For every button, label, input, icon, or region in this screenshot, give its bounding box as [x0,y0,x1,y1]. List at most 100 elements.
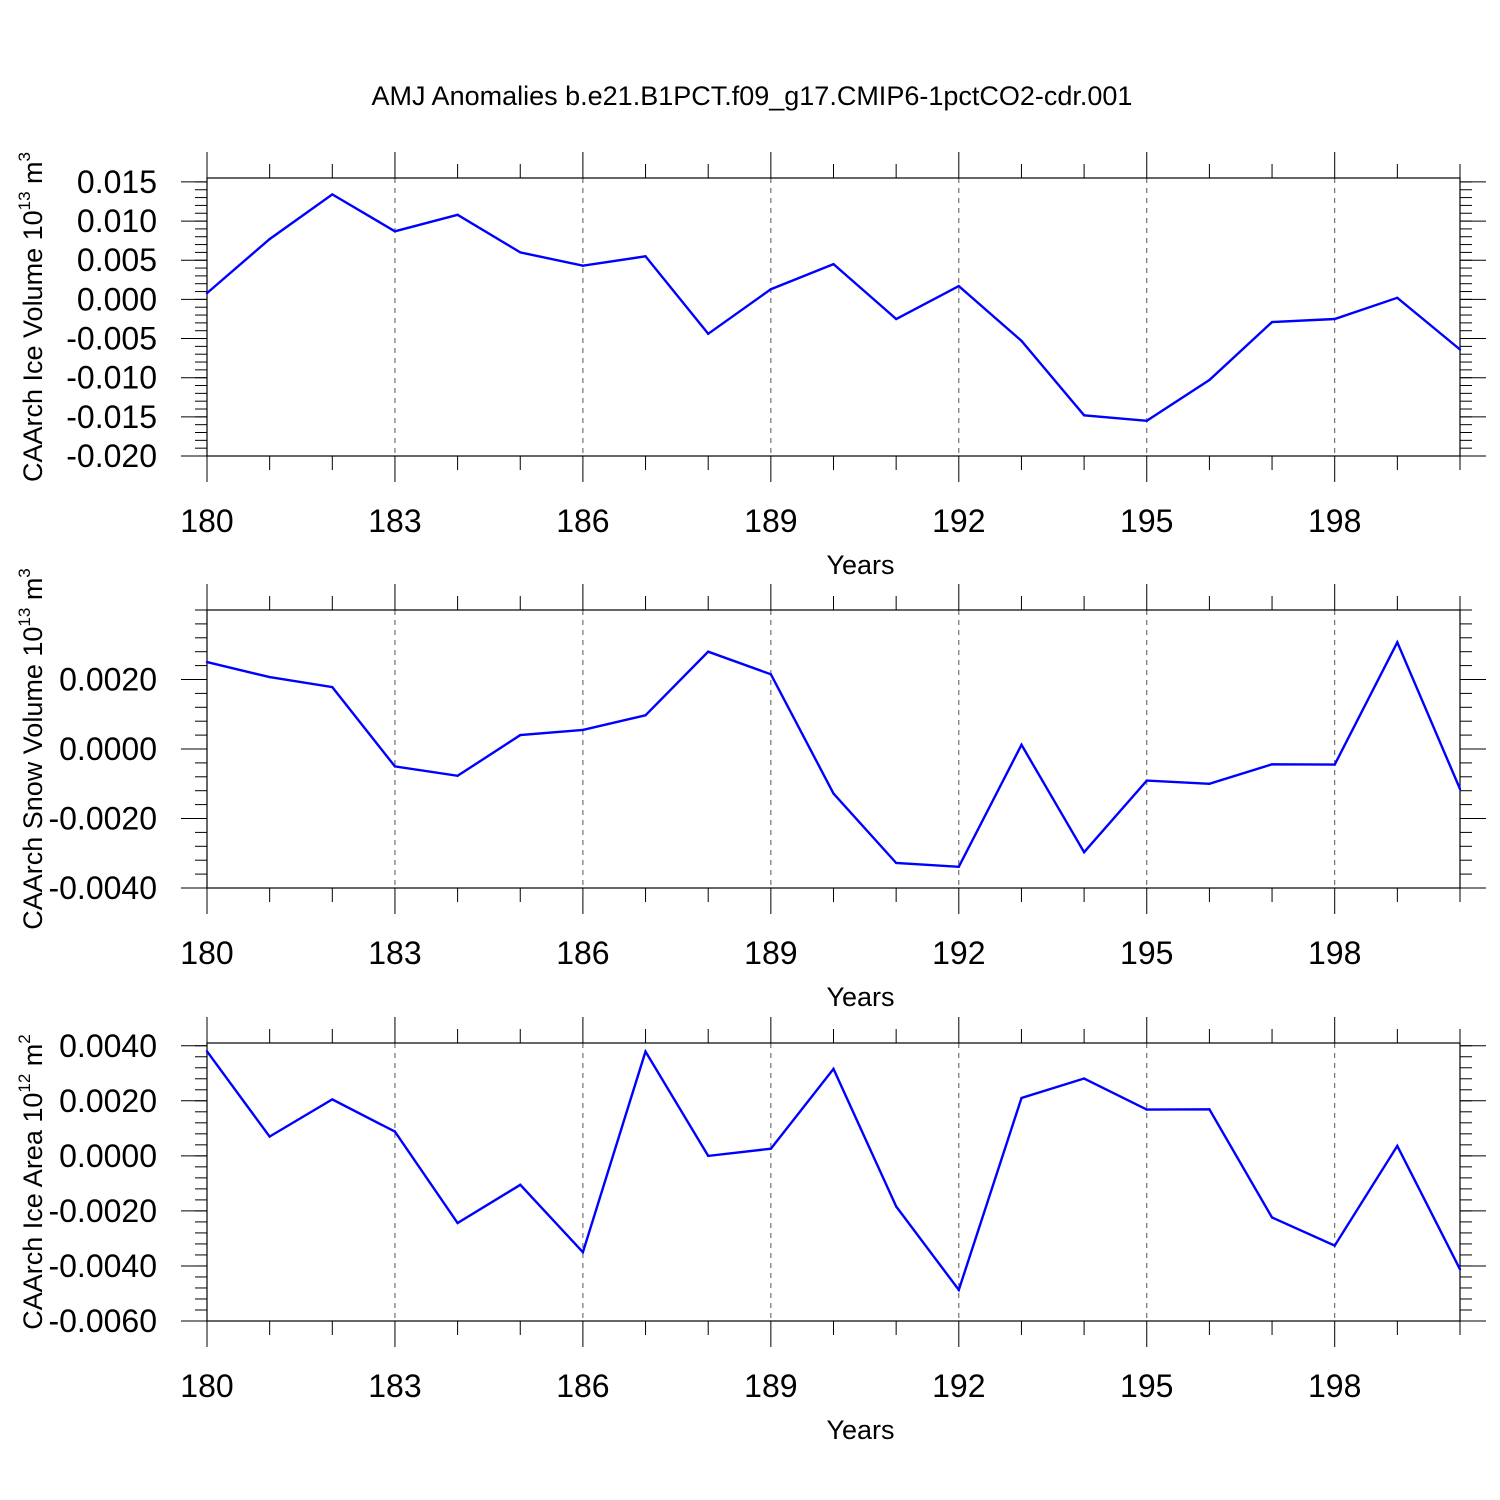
x-tick-label: 183 [368,935,421,971]
data-point [1082,851,1086,854]
data-point [894,861,898,865]
data-point [1020,339,1023,343]
data-point [707,650,710,653]
y-tick-label: -0.0060 [48,1303,157,1339]
data-point [1145,779,1148,782]
data-point [519,251,522,254]
data-point [331,193,334,196]
data-point [1333,763,1336,766]
data-point [331,1098,334,1101]
x-tick-label: 180 [180,935,233,971]
y-axis-label: CAArch Ice Area 1012 m2 [15,1034,48,1330]
data-point [769,673,773,676]
data-point [1333,1244,1336,1247]
data-point [268,237,271,241]
data-point [331,685,334,689]
data-point [205,291,209,295]
data-point [957,284,960,288]
data-point [393,765,397,768]
y-tick-label: -0.005 [66,321,157,357]
data-point [707,1154,710,1158]
x-tick-label: 195 [1120,503,1173,539]
x-axis-label: Years [826,982,894,1012]
y-tick-label: -0.020 [66,438,157,474]
y-tick-label: -0.010 [66,360,157,396]
x-tick-label: 192 [932,935,985,971]
data-point [1396,296,1399,300]
y-axis-label: CAArch Ice Volume 1013 m3 [15,152,48,482]
data-point [205,660,209,664]
data-point [894,317,898,321]
y-tick-label: 0.000 [77,281,157,317]
y-tick-label: -0.0020 [48,801,157,837]
x-tick-label: 186 [556,1368,609,1404]
data-point [644,714,647,717]
y-tick-label: 0.0040 [59,1028,157,1064]
data-point [644,255,647,258]
y-tick-label: 0.010 [77,203,157,239]
x-tick-label: 198 [1308,935,1361,971]
x-tick-label: 192 [932,1368,985,1404]
y-tick-label: -0.015 [66,399,157,435]
data-point [1208,378,1211,382]
x-tick-label: 186 [556,935,609,971]
x-tick-label: 192 [932,503,985,539]
x-tick-label: 186 [556,503,609,539]
data-point [1333,317,1336,321]
x-tick-label: 183 [368,503,421,539]
data-point [1208,1108,1211,1111]
data-point [769,1147,773,1150]
data-point [1396,641,1399,644]
x-tick-label: 195 [1120,935,1173,971]
data-point [1145,1108,1148,1111]
data-point [1208,782,1211,785]
x-tick-label: 180 [180,1368,233,1404]
y-axis-label: CAArch Snow Volume 1013 m3 [15,568,48,930]
data-point [894,1205,898,1208]
x-tick-label: 180 [180,503,233,539]
data-point [268,675,271,679]
data-point [1270,320,1274,324]
x-tick-label: 183 [368,1368,421,1404]
y-tick-label: 0.0020 [59,662,157,698]
x-tick-label: 189 [744,503,797,539]
data-point [1082,1077,1086,1080]
data-point [205,1050,209,1053]
chart-panel-3: -0.0060 -0.0040 -0.0020 0.0000 0.0020 0.0040 1… [15,1017,1486,1445]
data-point [519,733,522,737]
data-point [832,1067,835,1071]
x-tick-label: 189 [744,1368,797,1404]
x-tick-label: 189 [744,935,797,971]
x-axis-label: Years [826,550,894,580]
data-point [581,1250,585,1254]
data-point [581,728,585,732]
data-point [456,1221,459,1225]
data-point [456,213,459,217]
x-tick-label: 195 [1120,1368,1173,1404]
data-point [1458,1268,1462,1271]
data-point [456,774,459,777]
data-point [1270,763,1274,766]
data-point [519,1183,522,1186]
data-point [832,792,835,795]
data-point [581,264,585,267]
y-tick-label: 0.005 [77,242,157,278]
y-tick-label: 0.0020 [59,1083,157,1119]
chart-panel-2: -0.0040 -0.0020 0.0000 0.0020 180 183 186 189 19… [15,568,1486,1012]
data-point [769,288,773,291]
data-point [393,230,397,233]
data-point [957,1288,960,1292]
y-tick-label: 0.0000 [59,1138,157,1174]
data-point [644,1050,647,1053]
chart-panel-1: -0.020-0.015-0.010-0.005 0.0000.0050.0100… [15,152,1486,580]
x-tick-label: 198 [1308,1368,1361,1404]
x-axis-label: Years [826,1415,894,1445]
y-tick-label: 0.0000 [59,731,157,767]
data-point [1082,414,1086,417]
data-point [1458,348,1462,351]
y-tick-label: -0.0040 [48,870,157,906]
x-tick-label: 198 [1308,503,1361,539]
data-point [1270,1216,1274,1219]
